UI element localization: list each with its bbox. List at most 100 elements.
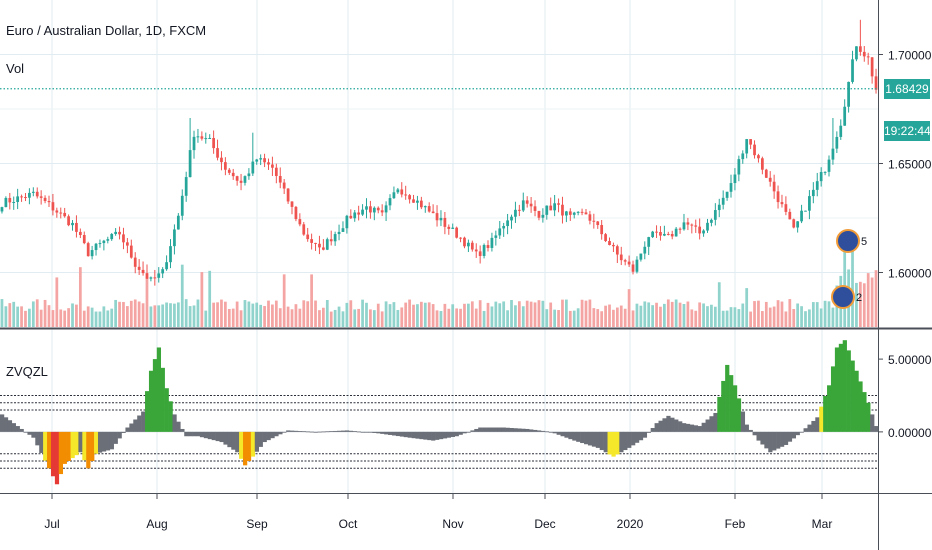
candle-body [474,249,478,252]
candle-body [655,231,658,233]
histogram-bar [838,343,844,432]
volume-bar [263,306,266,327]
volume-bar [247,301,251,327]
candle-body [224,162,227,170]
volume-bar [831,307,835,327]
histogram-bar [305,431,310,433]
candle-body [192,136,196,151]
candle-body [690,224,694,226]
candle-body [208,137,212,139]
histogram-bar [493,427,499,432]
volume-bar [706,306,709,327]
candle-body [376,207,380,211]
candle-body [20,196,23,198]
candle-body [431,211,435,214]
histogram-bar [66,431,71,461]
volume-bar [43,299,47,327]
volume-bar [20,306,23,327]
histogram-bar [376,431,381,434]
candle-body [451,227,455,229]
volume-bar [184,299,188,327]
histogram-bar [827,385,832,432]
candle-body [251,161,255,174]
candle-body [608,241,611,245]
volume-bar [768,307,772,327]
candle-body [851,59,854,82]
volume-bar [772,306,776,327]
histogram-bar [235,431,240,453]
volume-bar [623,308,627,327]
histogram-bar [62,431,67,464]
candle-body [306,234,310,240]
histogram-bar [439,431,444,440]
volume-bar [408,299,411,327]
histogram-bar [776,431,781,449]
histogram-bar [227,431,232,448]
candle-body [137,266,141,270]
candle-body [71,222,74,226]
volume-bar [106,310,110,327]
volume-bar [588,299,592,327]
volume-bar [314,300,317,327]
volume-bar [325,299,329,327]
candle-body [43,197,47,202]
volume-bar [627,289,631,327]
histogram-bar [619,431,624,453]
histogram-bar [90,431,95,461]
candle-body [580,211,584,213]
volume-bar [874,270,878,327]
candle-body [200,136,204,139]
volume-bar [188,306,192,327]
volume-bar [423,302,427,327]
histogram-bar [595,431,601,448]
volume-bar [612,309,615,327]
volume-bar [161,304,165,327]
candle-body [173,229,176,247]
histogram-bar [823,395,828,432]
histogram-bar [97,431,103,453]
histogram-bar [329,431,334,432]
histogram-bar [689,424,695,432]
candle-body [259,158,263,160]
volume-bar [310,274,313,327]
volume-bar [396,309,400,327]
candle-body [776,191,780,203]
volume-bar [541,300,545,327]
candle-body [419,200,423,208]
histogram-bar [568,431,573,440]
candle-body [94,243,98,251]
volume-bar [341,311,345,327]
candle-body [659,232,662,236]
volume-bar [698,302,702,327]
candle-body [318,243,321,248]
volume-bar [90,307,94,327]
histogram-bar [411,431,416,439]
candle-body [129,245,133,258]
volume-bar [819,308,823,327]
histogram-bar [258,431,263,447]
volume-bar [643,301,647,327]
candle-body [126,242,129,246]
candle-body [565,211,568,216]
candle-body [647,237,651,247]
candle-body [858,46,862,52]
candle-body [870,57,874,77]
candle-body [768,177,772,182]
histogram-bar [50,431,56,477]
candle-body [212,137,215,149]
volume-bar [482,310,486,327]
volume-bar [435,310,439,327]
volume-bar [529,301,533,327]
candle-body [702,230,705,234]
candle-body [180,195,184,216]
chart-title: Euro / Australian Dollar, 1D, FXCM [6,23,207,38]
candle-body [361,209,364,215]
candle-body [321,247,325,250]
candle-body [498,228,502,236]
histogram-bar [736,398,742,432]
volume-bar [129,300,133,327]
volume-bar [753,301,756,327]
candle-body [760,158,764,170]
volume-bar [451,304,455,327]
